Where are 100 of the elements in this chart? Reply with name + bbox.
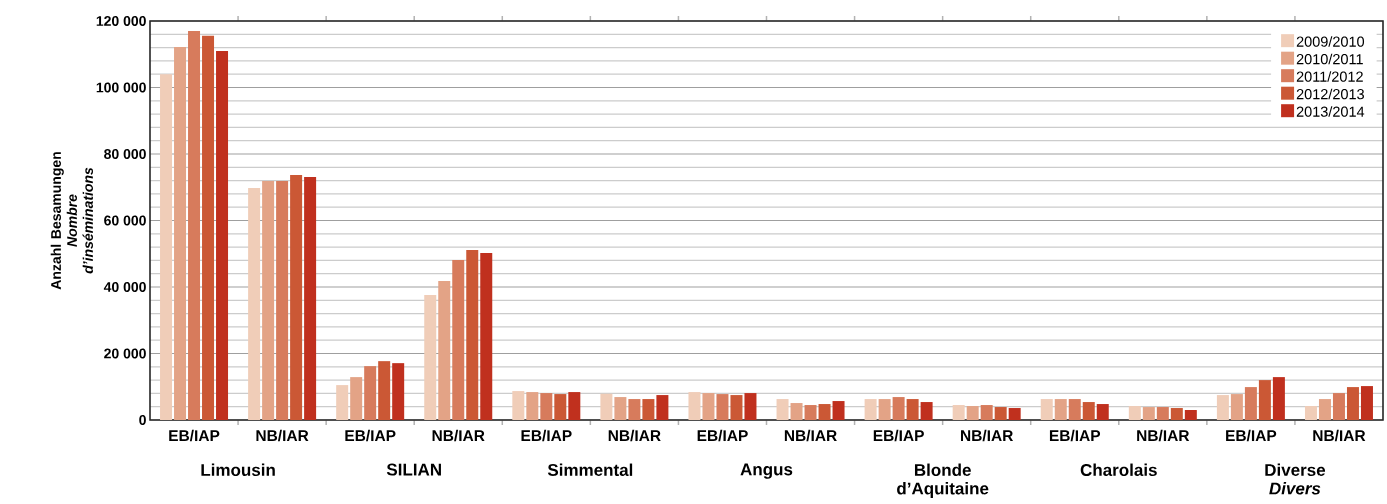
bar [1082,402,1095,420]
legend-label: 2009/2010 [1296,36,1365,47]
bar [1170,408,1183,420]
y-tick-label: 60 000 [104,215,146,226]
bar [1040,399,1053,420]
bar [1360,386,1373,420]
text: Diverse Divers [1265,463,1326,495]
bar [276,180,289,420]
bar [730,395,743,420]
bar [1054,399,1067,420]
bar [980,405,993,420]
bar [776,399,789,420]
bar [1304,406,1317,420]
legend-label: 2011/2012 [1296,71,1363,82]
bar [1096,404,1109,420]
bar [628,399,641,420]
bar [1318,399,1331,420]
legend-label: 2013/2014 [1296,106,1365,117]
bar [554,394,567,420]
y-tick-label: 100 000 [96,82,146,93]
x-tick-label: EB/IAP [697,429,748,442]
text: SILIAN [386,463,441,476]
bar [716,394,729,420]
bar [336,385,349,420]
bar [878,399,891,420]
bar [994,407,1007,420]
bar [920,402,933,420]
x-tick-label: NB/IAR [784,429,837,442]
y-tick-label: 0 [139,415,146,425]
bar [364,366,377,420]
y-tick-label: 80 000 [104,149,146,159]
legend-label: 2012/2013 [1296,88,1364,100]
x-tick-label: NB/IAR [608,429,661,442]
bar [1258,380,1271,420]
bar [424,294,437,420]
bar [290,174,303,420]
x-tick-label: NB/IAR [432,429,485,442]
bar [1128,406,1141,420]
bar [864,399,877,420]
bar [744,393,757,420]
x-tick-label: EB/IAP [1049,429,1101,442]
bar [702,393,715,420]
x-tick-label: EB/IAP [169,429,220,442]
bar [1008,408,1021,420]
x-tick-label: EB/IAP [1226,429,1277,442]
bar [248,187,261,420]
y-tick-label: 40 000 [103,282,146,292]
bar [614,397,627,420]
bar [160,74,173,420]
legend-label: 2010/2011 [1296,53,1363,65]
bar [466,250,479,420]
y-axis-title: Anzahl Besamungen Nombre d’inséminations [50,152,93,290]
bar [656,395,669,420]
bar [1230,394,1243,420]
x-tick-label: NB/IAR [961,429,1014,442]
y-tick-label: 120 000 [96,16,146,26]
bar [642,399,655,420]
bar [480,253,493,420]
bar [952,405,965,420]
text: Blonde d’Aquitaine [897,463,989,498]
bar [540,393,553,420]
bar [452,260,465,420]
bar [832,401,845,420]
y-tick-label: 20 000 [104,348,146,359]
bar [818,404,831,420]
bar [438,281,451,420]
bar [1142,407,1155,420]
text: Charolais [1080,463,1157,477]
bar [1156,407,1169,420]
text: Simmental [547,463,633,477]
bar [188,30,201,420]
bar [304,176,317,420]
x-tick-label: NB/IAR [256,429,309,442]
bar [906,399,919,420]
bar [1216,395,1229,420]
text: Angus [740,463,793,479]
x-tick-label: EB/IAP [345,429,396,442]
bar [804,405,817,420]
bar [790,403,803,420]
bar [1068,399,1081,420]
bar [174,46,187,420]
bar [600,393,613,420]
text: Limousin [201,463,275,477]
bar [350,377,363,420]
bar [568,392,581,420]
bar [378,361,391,420]
bar [1332,393,1345,420]
bar [1244,387,1257,420]
bar [688,392,701,420]
x-tick-label: EB/IAP [521,429,572,442]
bar [216,50,229,420]
bar [526,392,539,420]
bar [892,397,905,420]
bar [1184,410,1197,420]
x-tick-label: EB/IAP [873,429,924,442]
bar [1272,377,1285,420]
bar [262,180,275,420]
x-tick-label: NB/IAR [1313,429,1366,442]
bar [202,35,215,420]
bar [966,406,979,420]
